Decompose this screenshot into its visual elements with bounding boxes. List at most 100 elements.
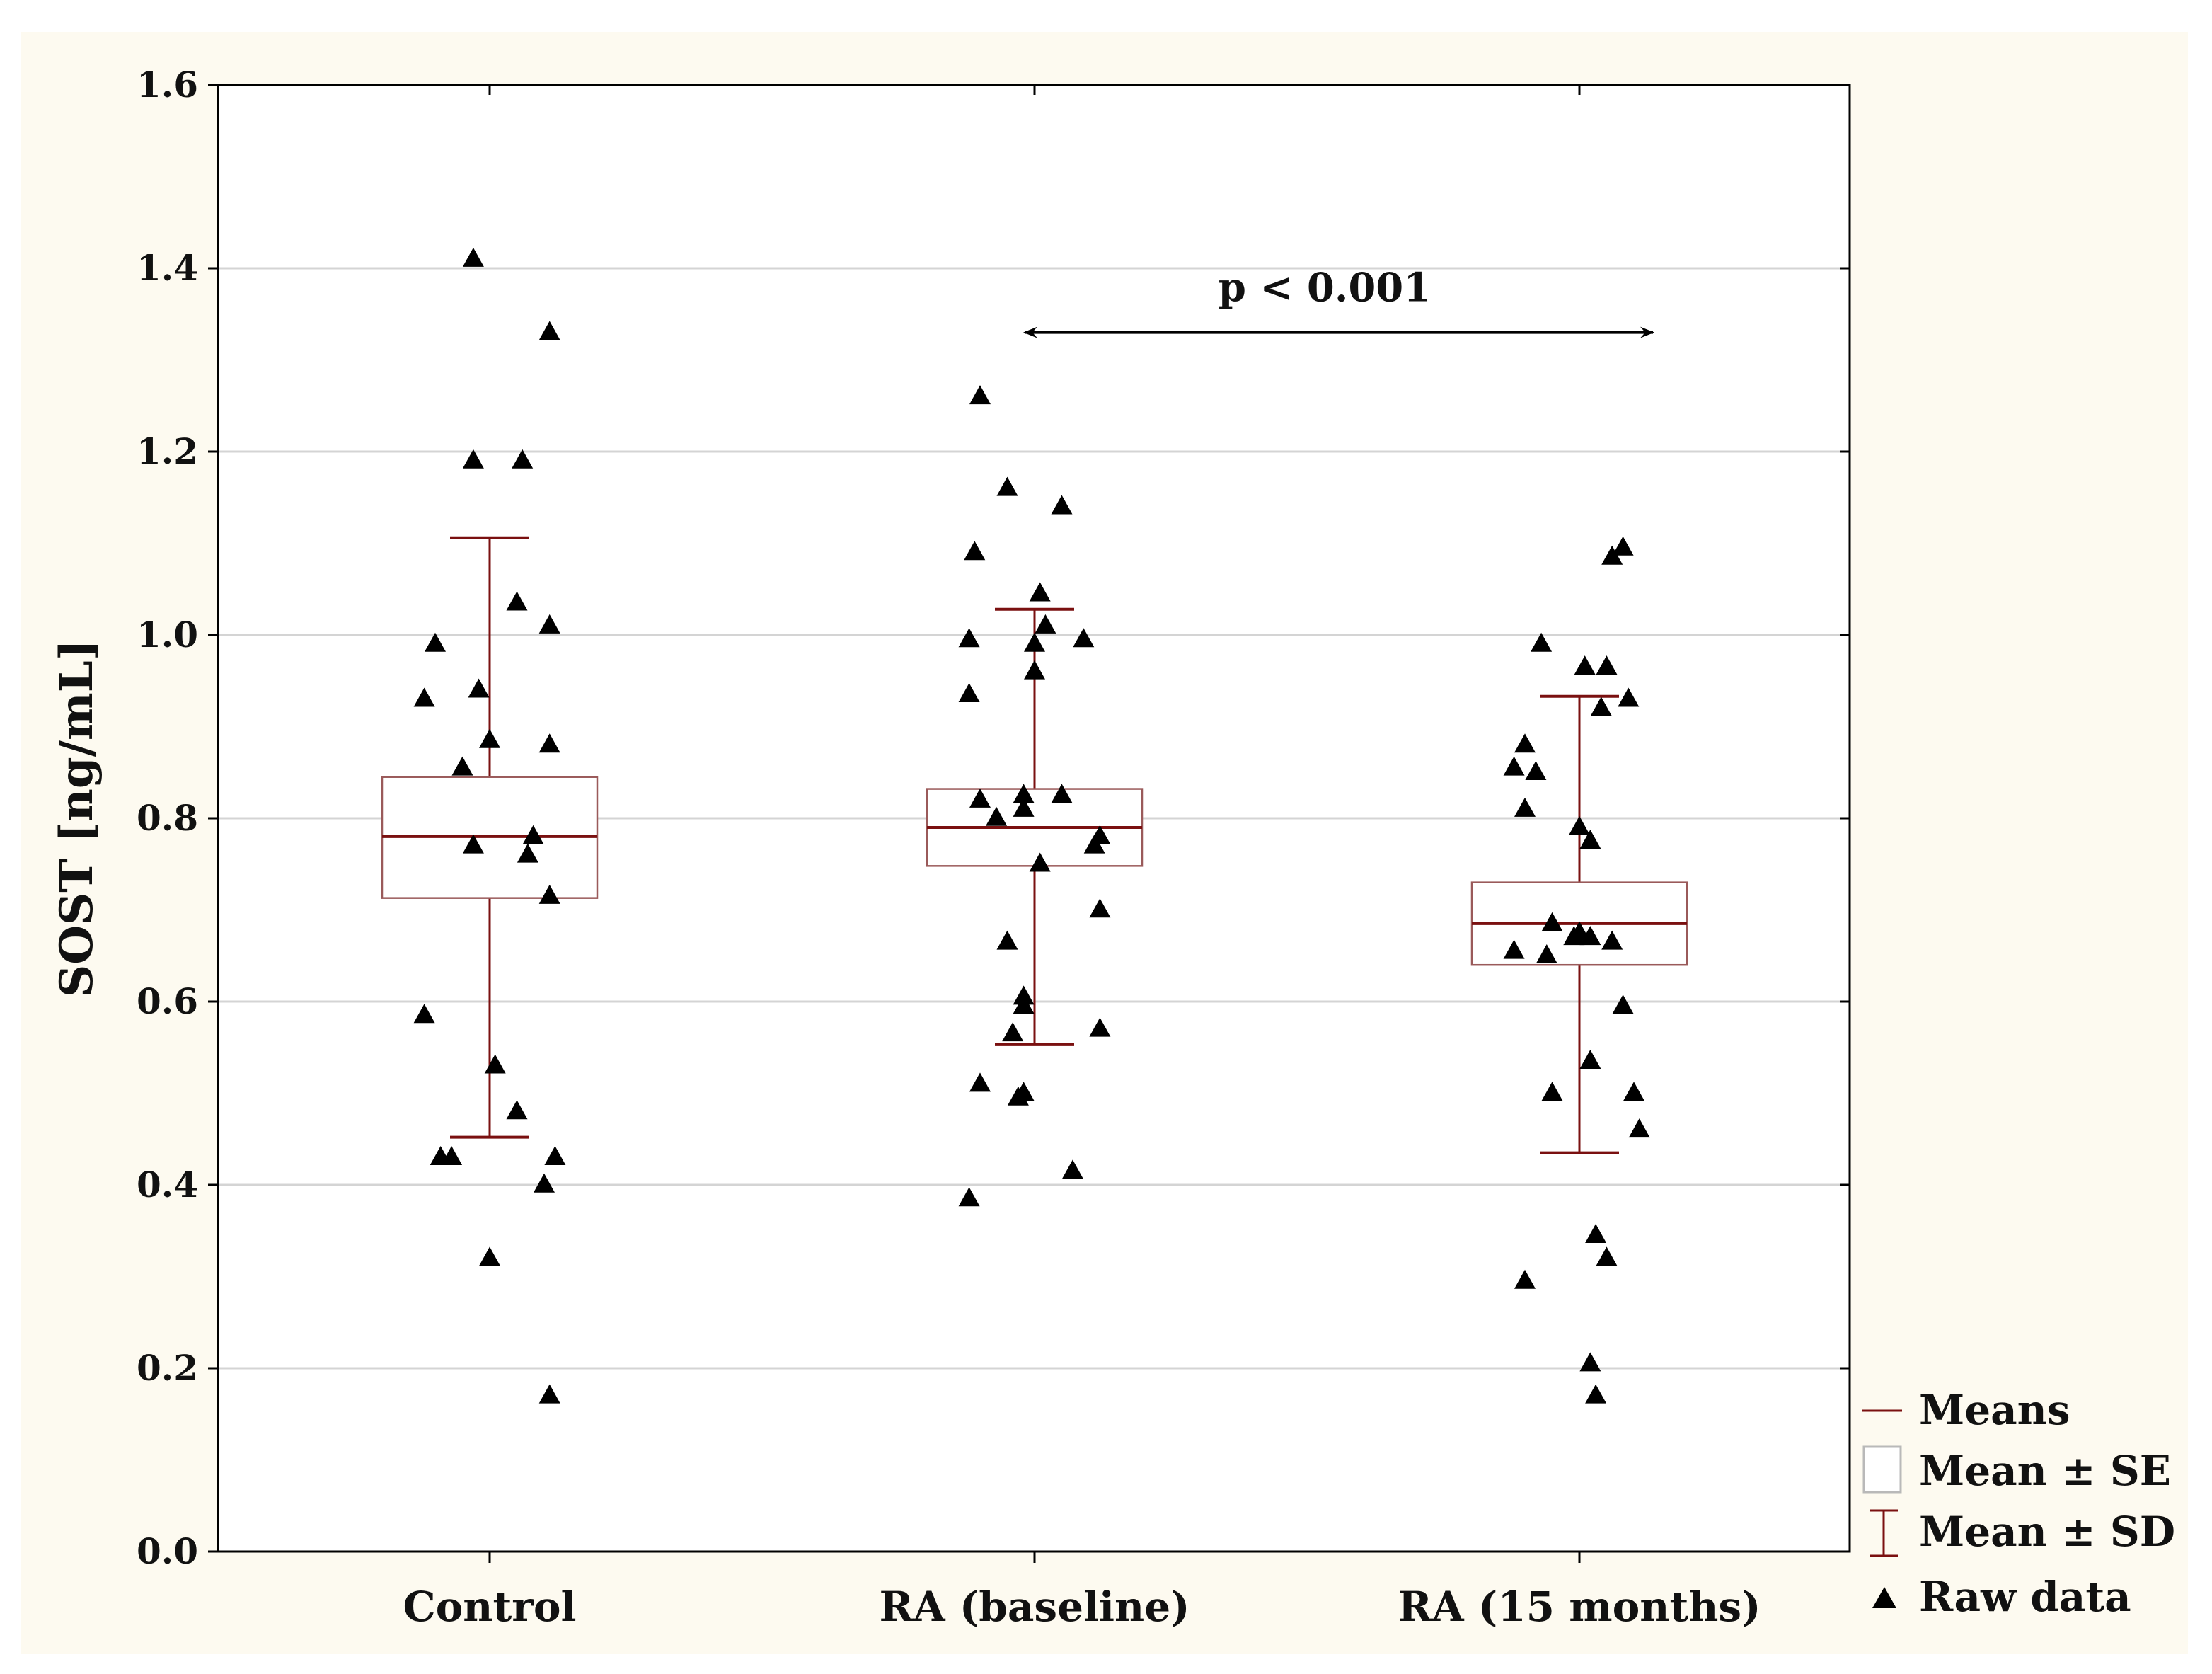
p-value-label: p < 0.001	[1219, 265, 1431, 311]
raw-data-point	[1029, 852, 1051, 872]
legend: Means Mean ± SE Mean ± SD Raw data	[1862, 1386, 2175, 1621]
raw-data-point	[1579, 926, 1601, 946]
box-group	[381, 536, 599, 1139]
raw-data-point	[969, 788, 991, 808]
y-tick-label: 0.8	[137, 797, 198, 839]
raw-data-point	[996, 476, 1018, 496]
legend-sd-icon	[1870, 1509, 1898, 1557]
raw-data-point	[969, 385, 991, 405]
raw-data-point	[1083, 834, 1105, 854]
y-axis: 0.0 0.2 0.4 0.6 0.8 1.0 1.2 1.4 1.6	[137, 64, 1850, 1572]
raw-data-point	[522, 825, 544, 844]
raw-data-point	[538, 614, 560, 634]
raw-data-point	[1612, 994, 1634, 1014]
legend-raw-label: Raw data	[1919, 1573, 2131, 1621]
y-tick-label: 1.6	[137, 64, 198, 105]
raw-data-point	[1531, 632, 1553, 652]
raw-data-point	[538, 321, 560, 340]
raw-data-point	[1596, 1246, 1618, 1266]
raw-data-point	[1590, 696, 1612, 716]
raw-data-point	[506, 591, 528, 611]
raw-data-point	[1503, 939, 1525, 959]
raw-data-point	[1029, 582, 1051, 602]
raw-data-point	[1574, 655, 1596, 675]
raw-data-point	[441, 1145, 463, 1165]
legend-se-label: Mean ± SE	[1919, 1447, 2171, 1495]
raw-data-point	[1541, 1082, 1563, 1101]
raw-data-point	[964, 541, 986, 561]
raw-data-point	[462, 247, 484, 267]
legend-means-label: Means	[1919, 1386, 2070, 1434]
raw-data-point	[1585, 1384, 1607, 1404]
x-axis: Control RA (baseline) RA (15 months)	[403, 85, 1761, 1631]
raw-data-point	[517, 843, 538, 863]
y-tick-label: 1.0	[137, 614, 198, 655]
raw-data-point	[969, 1072, 991, 1092]
raw-data-point	[1024, 660, 1045, 680]
box-plots	[381, 536, 1688, 1154]
raw-data-point	[1596, 655, 1618, 675]
raw-data-point	[425, 632, 446, 652]
raw-data-point	[1002, 1022, 1024, 1042]
x-category-label: RA (15 months)	[1398, 1583, 1761, 1631]
raw-data-point	[1051, 784, 1073, 803]
raw-data-point	[1514, 733, 1536, 753]
raw-data-point	[1623, 1082, 1644, 1101]
raw-data-point	[451, 756, 473, 776]
raw-data-point	[958, 628, 980, 648]
raw-data-point	[1579, 1049, 1601, 1069]
legend-se-icon	[1862, 1445, 1902, 1494]
x-category-label: Control	[403, 1583, 576, 1631]
raw-data-point	[1035, 614, 1056, 634]
raw-data-point	[506, 1100, 528, 1120]
raw-data-point	[1569, 815, 1590, 835]
raw-data-point	[1007, 1086, 1029, 1106]
raw-data-point	[413, 687, 435, 707]
raw-data-point	[1628, 1118, 1650, 1138]
box-group	[926, 607, 1144, 1046]
raw-data-point	[462, 449, 484, 469]
raw-data-point	[1503, 756, 1525, 776]
raw-data-point	[1073, 628, 1095, 648]
y-tick-label: 1.2	[137, 430, 198, 472]
y-tick-label: 0.0	[137, 1530, 198, 1572]
raw-data-point	[1618, 687, 1640, 707]
raw-data-point	[1541, 912, 1563, 931]
legend-sd-label: Mean ± SD	[1919, 1508, 2175, 1556]
y-axis-label: SOST [ng/mL]	[50, 639, 103, 997]
raw-data-point	[1601, 930, 1623, 950]
raw-data-point	[512, 449, 534, 469]
raw-data-point	[958, 682, 980, 702]
x-category-label: RA (baseline)	[879, 1583, 1189, 1631]
raw-data-point	[1601, 545, 1623, 565]
raw-data-point	[538, 1384, 560, 1404]
raw-data-point	[534, 1173, 555, 1193]
raw-data-point	[1563, 926, 1585, 946]
raw-data-point	[1579, 1352, 1601, 1372]
raw-data-point	[1061, 1159, 1083, 1179]
raw-data-point	[1514, 797, 1536, 817]
raw-data-point	[1536, 944, 1557, 964]
raw-data-point	[468, 678, 490, 698]
raw-data-point	[1579, 830, 1601, 849]
y-tick-label: 1.4	[137, 247, 198, 289]
raw-data-points	[413, 247, 1650, 1404]
y-tick-label: 0.6	[137, 980, 198, 1022]
raw-data-point	[479, 728, 500, 748]
raw-data-point	[479, 1246, 500, 1266]
raw-data-point	[538, 884, 560, 904]
raw-data-point	[1089, 898, 1111, 918]
significance-annotation: p < 0.001	[1023, 265, 1654, 338]
raw-data-point	[413, 1004, 435, 1024]
raw-data-point	[1514, 1269, 1536, 1289]
raw-data-point	[462, 834, 484, 854]
raw-data-point	[538, 733, 560, 753]
raw-data-point	[544, 1145, 566, 1165]
y-tick-label: 0.4	[137, 1164, 198, 1205]
raw-data-point	[1612, 536, 1634, 556]
raw-data-point	[1013, 784, 1035, 803]
raw-data-point	[1089, 1017, 1111, 1037]
raw-data-point	[996, 930, 1018, 950]
raw-data-point	[986, 806, 1008, 826]
